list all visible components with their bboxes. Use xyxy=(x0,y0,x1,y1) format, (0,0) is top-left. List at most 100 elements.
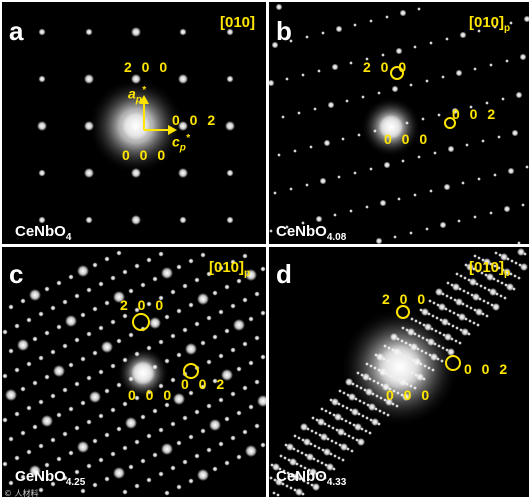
diffraction-spot xyxy=(53,365,65,377)
diffraction-spot xyxy=(86,287,92,293)
diffraction-spot xyxy=(92,350,98,356)
diffraction-spot xyxy=(306,453,314,461)
diffraction-spot xyxy=(450,337,454,341)
diffraction-spot xyxy=(296,449,300,453)
diffraction-spot xyxy=(310,429,314,433)
diffraction-spot xyxy=(447,322,451,326)
diffraction-spot xyxy=(74,293,80,299)
diffraction-spot xyxy=(365,388,373,396)
diffraction-spot xyxy=(326,463,334,471)
diffraction-spot xyxy=(200,428,206,434)
diffraction-spot xyxy=(492,303,500,311)
diffraction-spot xyxy=(438,303,446,311)
diffraction-spot xyxy=(14,455,20,461)
diffraction-spot xyxy=(431,314,435,318)
diffraction-spot xyxy=(454,339,458,343)
diffraction-spot xyxy=(152,276,158,282)
diffraction-spot xyxy=(350,449,354,453)
diffraction-spot xyxy=(348,393,356,401)
diffraction-spot xyxy=(440,359,444,363)
diffraction-spot xyxy=(86,419,92,425)
diffraction-spot xyxy=(432,301,436,305)
diffraction-spot xyxy=(465,304,469,308)
spot-marker-circle xyxy=(444,117,456,129)
diffraction-spot xyxy=(390,333,398,341)
diffraction-spot xyxy=(62,475,68,481)
diffraction-spot xyxy=(292,447,296,451)
diffraction-spot xyxy=(462,289,466,293)
diffraction-spot xyxy=(84,121,94,131)
diffraction-spot xyxy=(334,441,338,445)
diffraction-spot xyxy=(98,457,104,463)
diffraction-spot xyxy=(50,349,56,355)
diffraction-spot xyxy=(503,205,511,213)
panel-b: b [010]p CeNbO4.08 2 0 0 0 0 2 0 0 0 xyxy=(269,2,529,244)
diffraction-spot xyxy=(493,25,497,29)
diffraction-spot xyxy=(226,169,234,177)
diffraction-spot xyxy=(301,73,305,77)
diffraction-spot xyxy=(101,341,113,353)
diffraction-spot xyxy=(393,235,397,239)
diffraction-spot xyxy=(286,471,290,475)
panel-letter: d xyxy=(276,259,292,289)
diffraction-spot xyxy=(503,268,511,276)
diffraction-spot xyxy=(236,454,242,460)
diffraction-spot xyxy=(86,331,92,337)
diffraction-spot xyxy=(374,407,378,411)
diffraction-spot xyxy=(427,366,431,370)
diffraction-spot xyxy=(417,7,421,11)
diffraction-spot xyxy=(441,346,445,350)
diffraction-spot xyxy=(306,427,310,431)
diffraction-spot xyxy=(331,426,335,430)
diffraction-spot xyxy=(392,389,396,393)
diffraction-spot xyxy=(8,480,14,486)
diffraction-spot xyxy=(212,378,218,384)
diffraction-spot xyxy=(2,373,8,379)
diffraction-spot xyxy=(499,294,503,298)
diffraction-spot xyxy=(445,37,449,41)
diffraction-spot xyxy=(242,253,248,259)
diffraction-spot xyxy=(472,321,476,325)
diffraction-spot xyxy=(401,159,405,163)
diffraction-spot xyxy=(125,417,137,429)
diffraction-spot xyxy=(209,419,221,431)
diffraction-spot xyxy=(480,271,484,275)
diffraction-spot xyxy=(92,482,98,488)
diffraction-spot xyxy=(435,288,443,296)
diffraction-spot xyxy=(496,279,500,283)
diffraction-spot xyxy=(459,274,463,278)
diffraction-spot xyxy=(158,339,164,345)
diffraction-spot xyxy=(146,389,152,395)
diffraction-spot xyxy=(98,369,104,375)
axis-c-label: cp* xyxy=(172,134,190,153)
diffraction-spot xyxy=(476,323,480,327)
diffraction-spot xyxy=(289,486,293,490)
diffraction-spot xyxy=(182,283,188,289)
diffraction-spot xyxy=(178,74,188,84)
diffraction-spot xyxy=(345,406,349,410)
diffraction-spot xyxy=(331,63,339,71)
diffraction-spot xyxy=(206,271,212,277)
diffraction-spot xyxy=(327,424,331,428)
diffraction-spot xyxy=(225,121,235,131)
diffraction-spot xyxy=(494,251,498,255)
diffraction-spot xyxy=(361,95,365,99)
diffraction-spot xyxy=(38,169,46,177)
diffraction-spot xyxy=(152,452,158,458)
diffraction-spot xyxy=(110,275,116,281)
diffraction-spot xyxy=(512,287,516,291)
diffraction-spot xyxy=(236,410,242,416)
diffraction-spot xyxy=(313,444,317,448)
diffraction-spot xyxy=(377,422,381,426)
diffraction-spot xyxy=(331,398,339,406)
index-002-label: 0 0 2 xyxy=(464,361,511,377)
diffraction-spot xyxy=(200,340,206,346)
diffraction-spot xyxy=(421,336,425,340)
diffraction-spot xyxy=(38,487,44,493)
diffraction-spot xyxy=(433,342,437,346)
diffraction-spot xyxy=(224,284,230,290)
zone-axis-text: [010] xyxy=(220,14,256,31)
diffraction-spot xyxy=(146,257,152,263)
panel-d: d [010]p CeNbO4.33 2 0 0 0 0 2 0 0 0 xyxy=(269,247,529,497)
diffraction-spot xyxy=(351,382,355,386)
